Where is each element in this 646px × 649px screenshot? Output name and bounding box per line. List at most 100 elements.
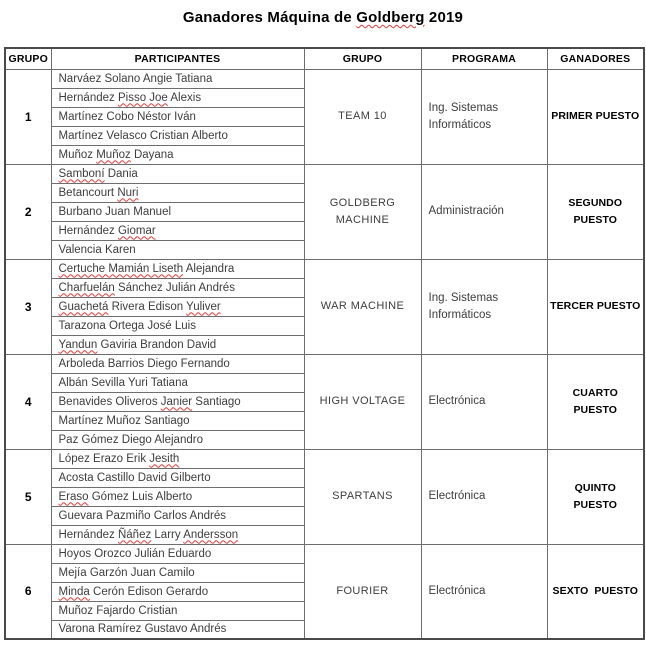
- misspelled-word: Minda: [58, 585, 90, 598]
- group-number-cell: 3: [4, 258, 52, 355]
- participant-name-text: Muñoz Fajardo Cristian: [58, 604, 178, 617]
- participant-cell: Paz Gómez Diego Alejandro: [50, 429, 305, 450]
- participant-name-text: Narváez Solano Angie Tatiana: [58, 72, 213, 85]
- team-name-cell: HIGH VOLTAGE: [303, 353, 422, 450]
- column-header: GRUPO: [303, 47, 422, 70]
- misspelled-word: Yandun: [58, 338, 98, 351]
- group-number-cell: 4: [4, 353, 52, 450]
- misspelled-word: Charfuelán: [58, 281, 115, 294]
- participant-cell: Hernández Pisso Joe Alexis: [50, 87, 305, 108]
- participant-name-text: Acosta Castillo David Gilberto: [58, 471, 211, 484]
- participant-name-text: Valencia Karen: [58, 243, 136, 256]
- participant-name-text: López Erazo Erik: [58, 452, 150, 465]
- participant-name-text: Dania: [104, 167, 138, 180]
- column-header: PARTICIPANTES: [50, 47, 305, 70]
- participant-name-text: Guevara Pazmiño Carlos Andrés: [58, 509, 226, 522]
- title-text-suffix: 2019: [424, 9, 464, 26]
- participant-name-text: Dayana: [130, 148, 174, 161]
- misspelled-word: Jesith: [149, 452, 180, 465]
- participant-cell: Arboleda Barrios Diego Fernando: [50, 353, 305, 374]
- participant-name-text: Alejandra: [183, 262, 235, 275]
- column-header: GANADORES: [546, 47, 645, 70]
- team-name-cell: GOLDBERG MACHINE: [303, 163, 422, 260]
- participant-name-text: Hernández: [58, 224, 118, 237]
- participant-row: 5 López Erazo Erik Jesith SPARTANS Electrón…: [4, 448, 645, 545]
- participant-cell: Samboní Dania: [50, 163, 305, 184]
- participant-name-text: Santiago: [192, 395, 241, 408]
- misspelled-word: Nuri: [117, 186, 139, 199]
- participant-cell: Martínez Cobo Néstor Iván: [50, 106, 305, 127]
- participant-name-text: Cerón Edison Gerardo: [89, 585, 209, 598]
- program-cell: Electrónica: [420, 543, 548, 640]
- participant-cell: Valencia Karen: [50, 239, 305, 260]
- participant-cell: Narváez Solano Angie Tatiana: [50, 68, 305, 89]
- misspelled-word: Andersson: [183, 528, 239, 541]
- participant-cell: Eraso Gómez Luis Alberto: [50, 486, 305, 507]
- participant-cell: Hernández Giomar: [50, 220, 305, 241]
- winner-cell: SEXTO PUESTO: [546, 543, 645, 640]
- table-header: GRUPO PARTICIPANTES GRUPO PROGRAMA GANADORES: [4, 47, 645, 70]
- misspelled-word: Ñáñez: [117, 528, 152, 541]
- participant-cell: Certuche Mamián Liseth Alejandra: [50, 258, 305, 279]
- misspelled-word: Pisso Joe: [117, 91, 168, 104]
- participant-name-text: Mejía Garzón Juan Camilo: [58, 566, 195, 579]
- participant-name-text: Tarazona Ortega José Luis: [58, 319, 196, 332]
- participant-cell: Minda Cerón Edison Gerardo: [50, 581, 305, 602]
- group-number-cell: 1: [4, 68, 52, 165]
- misspelled-word: Yuliver: [186, 300, 221, 313]
- participant-name-text: Paz Gómez Diego Alejandro: [58, 433, 203, 446]
- winner-cell: TERCER PUESTO: [546, 258, 645, 355]
- participant-name-text: Arboleda Barrios Diego Fernando: [58, 357, 230, 370]
- participant-cell: Muñoz Fajardo Cristian: [50, 600, 305, 621]
- participant-name-text: Sánchez Julián Andrés: [114, 281, 235, 294]
- team-name-cell: TEAM 10: [303, 68, 422, 165]
- participant-cell: Acosta Castillo David Gilberto: [50, 467, 305, 488]
- winner-cell: QUINTO PUESTO: [546, 448, 645, 545]
- program-cell: Electrónica: [420, 353, 548, 450]
- participant-cell: Guevara Pazmiño Carlos Andrés: [50, 505, 305, 526]
- participant-cell: Martínez Muñoz Santiago: [50, 410, 305, 431]
- participant-cell: Guachetá Rivera Edison Yuliver: [50, 296, 305, 317]
- participant-name-text: Benavides Oliveros: [58, 395, 161, 408]
- participant-name-text: Hernández: [58, 528, 118, 541]
- participant-name-text: Burbano Juan Manuel: [58, 205, 172, 218]
- participant-cell: Varona Ramírez Gustavo Andrés: [50, 619, 305, 640]
- winner-cell: SEGUNDO PUESTO: [546, 163, 645, 260]
- team-name-cell: WAR MACHINE: [303, 258, 422, 355]
- participant-row: 3 Certuche Mamián Liseth Alejandra WAR MAC…: [4, 258, 645, 355]
- participant-name-text: Albán Sevilla Yuri Tatiana: [58, 376, 188, 389]
- participant-row: Guachetá Rivera Edison Yuliver: [5, 296, 644, 317]
- participant-name-text: Martínez Velasco Cristian Alberto: [58, 129, 228, 142]
- participant-name-text: Martínez Cobo Néstor Iván: [58, 110, 196, 123]
- participant-row: Tarazona Ortega José Luis: [5, 315, 644, 336]
- participant-row: Albán Sevilla Yuri Tatiana: [5, 372, 644, 393]
- page-title: Ganadores Máquina de Goldberg 2019: [0, 0, 646, 26]
- participant-row: 4 Arboleda Barrios Diego Fernando HIGH VOL…: [4, 353, 645, 450]
- group-number-cell: 5: [4, 448, 52, 545]
- table-body: 1 Narváez Solano Angie Tatiana TEAM 10 Ing.…: [4, 68, 645, 640]
- group-number-cell: 6: [4, 543, 52, 640]
- team-name-cell: FOURIER: [303, 543, 422, 640]
- winner-cell: CUARTO PUESTO: [546, 353, 645, 450]
- column-header: PROGRAMA: [420, 47, 548, 70]
- participant-name-text: Alexis: [167, 91, 202, 104]
- team-name-cell: SPARTANS: [303, 448, 422, 545]
- participant-name-text: Hernández: [58, 91, 118, 104]
- misspelled-word: Samboní: [58, 167, 105, 180]
- participant-cell: Hoyos Orozco Julián Eduardo: [50, 543, 305, 564]
- misspelled-word: Janier: [160, 395, 193, 408]
- column-header: GRUPO: [4, 47, 52, 70]
- title-misspelled-word: Goldberg: [356, 9, 425, 26]
- participant-name-text: Rivera Edison: [108, 300, 187, 313]
- misspelled-word: Eraso: [58, 490, 89, 503]
- participant-name-text: Betancourt: [58, 186, 118, 199]
- participant-name-text: Larry: [151, 528, 184, 541]
- participant-name-text: Gómez Luis Alberto: [88, 490, 193, 503]
- participant-row: Mejía Garzón Juan Camilo: [5, 562, 644, 583]
- participant-name-text: Martínez Muñoz Santiago: [58, 414, 190, 427]
- participant-cell: Yandun Gaviria Brandon David: [50, 334, 305, 355]
- winner-cell: PRIMER PUESTO: [546, 68, 645, 165]
- participant-cell: Charfuelán Sánchez Julián Andrés: [50, 277, 305, 298]
- participant-cell: Hernández Ñáñez Larry Andersson: [50, 524, 305, 545]
- header-row: GRUPO PARTICIPANTES GRUPO PROGRAMA GANADORES: [4, 47, 645, 70]
